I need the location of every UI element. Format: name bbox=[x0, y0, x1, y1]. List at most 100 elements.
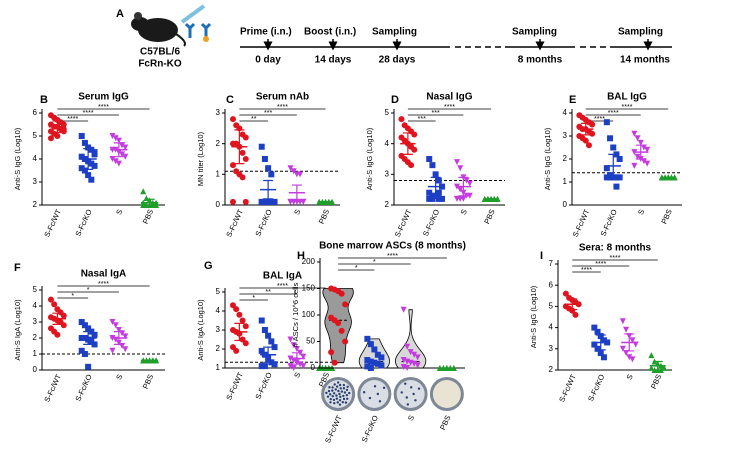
y-tick-label: 1 bbox=[563, 177, 568, 186]
data-point bbox=[648, 352, 655, 359]
data-point bbox=[342, 301, 349, 308]
panel-title: Serum nAb bbox=[256, 92, 309, 103]
significance-label: **** bbox=[387, 253, 398, 260]
data-point bbox=[439, 195, 446, 202]
plate-spot bbox=[335, 385, 339, 388]
data-point bbox=[119, 142, 126, 149]
plate-spot bbox=[406, 403, 410, 406]
y-axis-label: # ASCs / 10^6 cells bbox=[291, 283, 300, 348]
plate-spot bbox=[342, 387, 346, 390]
y-tick-label: 5 bbox=[33, 131, 38, 140]
plate-spot bbox=[378, 400, 382, 403]
significance-label: *** bbox=[264, 110, 272, 117]
y-tick-label: 4 bbox=[33, 154, 38, 163]
timeline-axis bbox=[240, 39, 672, 51]
x-tick-label: S-Fc/WT bbox=[42, 373, 63, 404]
data-point bbox=[426, 195, 433, 202]
plate-spot bbox=[339, 395, 342, 399]
data-point bbox=[619, 318, 626, 325]
data-point bbox=[435, 195, 442, 202]
data-point bbox=[271, 344, 278, 351]
data-point bbox=[597, 350, 604, 357]
data-point bbox=[85, 325, 92, 332]
y-tick-label: 2 bbox=[33, 200, 38, 209]
data-point bbox=[239, 317, 246, 324]
error-bar bbox=[608, 153, 619, 178]
data-point bbox=[265, 332, 272, 339]
panel-label: H bbox=[297, 250, 305, 262]
data-point bbox=[562, 290, 569, 297]
plate-spot bbox=[332, 392, 336, 395]
y-tick-label: 2 bbox=[216, 344, 221, 353]
plate-spot bbox=[338, 403, 342, 406]
data-point bbox=[364, 357, 371, 364]
data-point bbox=[233, 347, 240, 354]
error-bar bbox=[234, 129, 245, 165]
plate-spot bbox=[338, 383, 342, 387]
error-bar bbox=[635, 144, 646, 160]
data-point bbox=[268, 198, 275, 205]
significance-label: **** bbox=[622, 104, 633, 111]
data-point bbox=[258, 347, 265, 354]
x-tick-label: S-Fc/WT bbox=[224, 371, 245, 402]
y-tick-label: 6 bbox=[549, 280, 554, 289]
data-point bbox=[629, 337, 636, 344]
data-point bbox=[661, 364, 668, 371]
data-point bbox=[367, 341, 374, 348]
data-point bbox=[78, 319, 85, 325]
plate-spot bbox=[333, 401, 336, 405]
data-point bbox=[239, 174, 246, 181]
data-point bbox=[242, 323, 249, 330]
significance-label: **** bbox=[98, 281, 109, 288]
plate-photo bbox=[396, 380, 425, 408]
plate-spot bbox=[342, 394, 345, 398]
data-point bbox=[634, 135, 641, 142]
error-bar bbox=[595, 334, 606, 351]
plate-photo bbox=[432, 380, 461, 408]
x-tick-label: PBS bbox=[482, 208, 497, 225]
significance-label: **** bbox=[67, 116, 78, 123]
plate-spot bbox=[335, 397, 339, 400]
data-point bbox=[603, 119, 610, 126]
plate-spot bbox=[331, 395, 334, 398]
plate-spot bbox=[326, 395, 330, 398]
plate-spot bbox=[333, 383, 336, 386]
data-point bbox=[616, 174, 623, 181]
data-point bbox=[140, 188, 147, 195]
x-tick-label: PBS bbox=[141, 373, 156, 390]
panel-title: BAL IgA bbox=[263, 271, 302, 282]
data-point bbox=[603, 174, 610, 181]
plate-spot bbox=[329, 397, 332, 401]
panel-title: BAL IgG bbox=[607, 92, 647, 103]
y-tick-label: 0 bbox=[563, 200, 568, 209]
error-bar bbox=[624, 333, 635, 352]
panel-label: I bbox=[540, 250, 543, 262]
x-tick-label: S bbox=[459, 208, 469, 216]
x-tick-label: S-Fc/WT bbox=[42, 208, 63, 239]
significance-label: **** bbox=[277, 104, 288, 111]
data-point bbox=[290, 342, 297, 349]
data-point bbox=[54, 133, 61, 139]
data-point bbox=[115, 137, 122, 144]
x-tick-label: S-Fc/WT bbox=[224, 208, 245, 239]
violin bbox=[394, 309, 427, 369]
significance-label: * bbox=[355, 265, 358, 272]
plate-spot bbox=[368, 396, 372, 400]
data-point bbox=[435, 189, 442, 196]
y-tick-label: 5 bbox=[33, 285, 38, 294]
plate-spot bbox=[342, 397, 346, 401]
data-point bbox=[91, 162, 98, 169]
data-point bbox=[51, 301, 58, 308]
panel-label: D bbox=[391, 94, 399, 106]
plate-spot bbox=[328, 386, 331, 389]
y-tick-label: 3 bbox=[549, 344, 554, 353]
y-tick-label: 3 bbox=[216, 108, 221, 117]
significance-label: * bbox=[252, 295, 255, 302]
data-point bbox=[572, 311, 579, 318]
data-point bbox=[78, 153, 85, 160]
y-tick-label: 100 bbox=[302, 310, 316, 319]
error-bar bbox=[83, 331, 94, 345]
plate-spot bbox=[327, 389, 331, 393]
data-point bbox=[122, 346, 129, 353]
data-point bbox=[268, 338, 275, 345]
